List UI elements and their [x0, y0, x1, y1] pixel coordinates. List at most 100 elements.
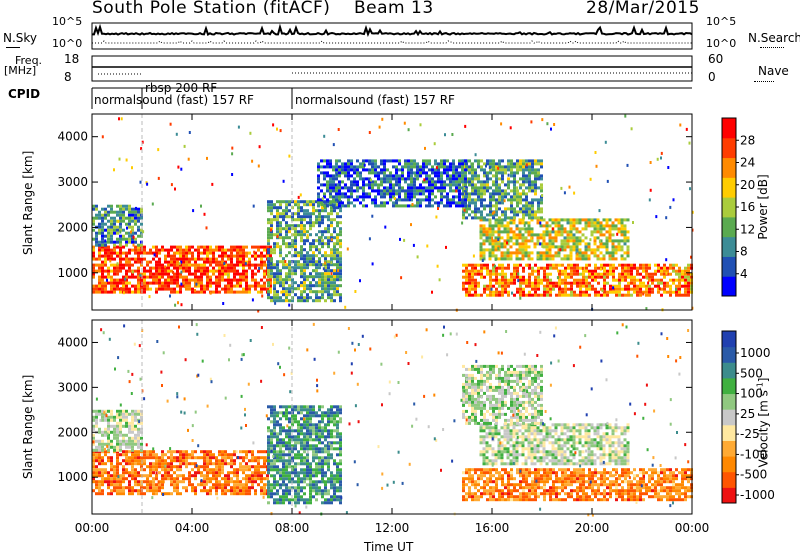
power-cell: [428, 195, 431, 199]
power-cell: [431, 192, 434, 196]
power-cell: [494, 254, 498, 258]
power-cell: [688, 141, 691, 145]
power-cell: [365, 192, 368, 196]
power-cell: [92, 254, 95, 258]
power-cell: [566, 254, 570, 258]
power-cell: [134, 216, 137, 220]
power-cell: [197, 284, 200, 288]
power-cell: [179, 245, 182, 249]
power-cell: [522, 162, 525, 166]
power-cell: [306, 266, 309, 270]
power-cell: [176, 275, 179, 279]
velocity-cell: [131, 471, 134, 475]
power-cell: [188, 260, 191, 264]
velocity-cell: [203, 453, 206, 457]
power-cell: [312, 260, 315, 264]
velocity-cell: [212, 453, 215, 457]
velocity-cell: [107, 474, 110, 478]
power-cell: [443, 204, 446, 208]
power-cell: [630, 287, 633, 291]
velocity-cell: [131, 442, 134, 446]
power-cell: [422, 165, 425, 169]
power-cell: [194, 266, 197, 270]
power-cell: [282, 281, 285, 285]
power-cell: [288, 224, 291, 228]
velocity-cell: [122, 433, 125, 437]
power-cell: [530, 251, 534, 255]
power-cell: [407, 159, 410, 163]
power-cell: [192, 209, 195, 213]
power-cell: [98, 228, 101, 232]
power-cell: [525, 163, 528, 167]
velocity-cell: [95, 424, 98, 428]
velocity-cell: [267, 459, 270, 463]
power-cell: [182, 269, 185, 273]
power-cell: [500, 251, 504, 255]
power-cell: [437, 204, 440, 208]
velocity-cell: [188, 456, 191, 460]
power-cell: [483, 162, 486, 166]
velocity-cell: [297, 498, 300, 502]
velocity-cell: [267, 462, 270, 466]
power-cell: [667, 166, 670, 169]
power-cell: [507, 263, 510, 267]
power-cell: [324, 269, 327, 273]
power-cell: [608, 251, 612, 255]
power-cell: [519, 281, 522, 285]
power-cell: [321, 233, 324, 237]
power-cell: [131, 237, 134, 241]
power-cell: [110, 278, 113, 282]
power-cell: [146, 287, 149, 291]
velocity-cell: [200, 483, 203, 487]
power-cell: [537, 198, 540, 202]
power-cell: [672, 278, 675, 282]
power-cell: [513, 195, 516, 199]
power-cell: [506, 241, 508, 245]
power-cell: [164, 260, 167, 264]
power-cell: [419, 204, 422, 208]
power-cell: [288, 200, 291, 204]
power-cell: [575, 236, 579, 240]
power-cell: [95, 257, 98, 261]
power-cell: [585, 290, 588, 294]
power-cell: [531, 216, 534, 220]
power-cell: [321, 275, 324, 279]
velocity-cell: [294, 420, 297, 424]
power-cell: [446, 192, 449, 196]
power-cell: [519, 275, 522, 279]
velocity-cell: [122, 418, 125, 422]
velocity-cell: [260, 471, 263, 475]
power-cell: [297, 209, 300, 213]
power-cell: [416, 201, 419, 205]
power-cell: [542, 251, 546, 255]
power-cell: [498, 201, 501, 205]
power-cell: [273, 245, 276, 249]
velocity-cell: [300, 453, 303, 457]
power-cell: [339, 263, 342, 267]
nsearch-tick-bottom: 10^0: [706, 37, 737, 50]
power-cell: [606, 275, 609, 279]
power-cell: [282, 293, 285, 297]
velocity-cell: [98, 412, 101, 416]
power-cell: [113, 266, 116, 270]
power-cell: [203, 284, 206, 288]
power-cell: [479, 230, 483, 234]
velocity-cell: [107, 448, 110, 452]
power-cell: [179, 248, 182, 252]
power-cell: [318, 260, 321, 264]
power-cell: [528, 189, 531, 193]
power-cell: [594, 151, 597, 154]
power-cell: [471, 201, 474, 205]
velocity-cell: [152, 480, 155, 484]
power-cell: [300, 290, 303, 294]
power-cell: [458, 186, 461, 190]
power-cell: [426, 244, 429, 248]
power-cell: [461, 221, 464, 225]
velocity-cell: [137, 445, 140, 449]
velocity-cell: [276, 411, 279, 415]
power-cell: [525, 174, 528, 178]
power-cell: [570, 281, 573, 285]
power-cell: [158, 266, 161, 270]
power-cell: [509, 245, 513, 249]
